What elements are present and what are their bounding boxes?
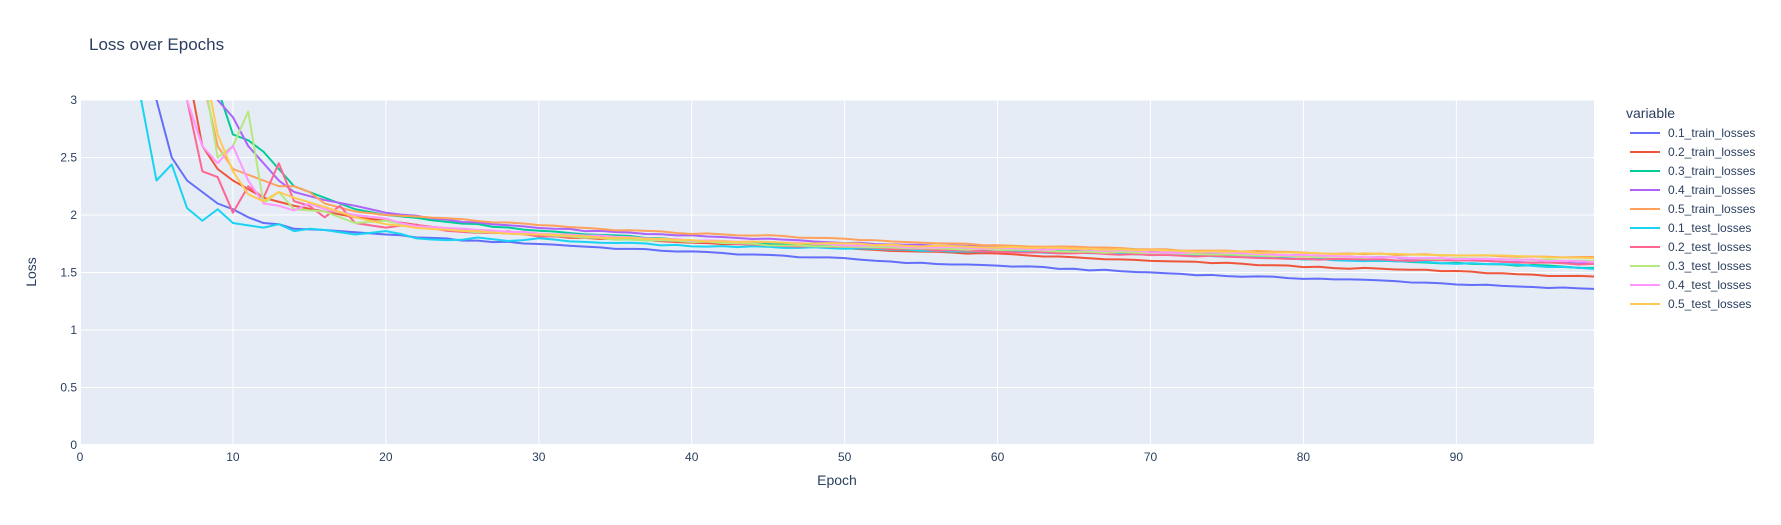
- legend-label: 0.4_train_losses: [1668, 183, 1755, 197]
- x-tick-label: 90: [1450, 450, 1464, 464]
- y-tick-label: 1.5: [60, 266, 77, 280]
- legend-label: 0.4_test_losses: [1668, 278, 1751, 292]
- legend-label: 0.5_train_losses: [1668, 202, 1755, 216]
- legend-label: 0.5_test_losses: [1668, 297, 1751, 311]
- legend-item-0-2-train-losses[interactable]: 0.2_train_losses: [1630, 145, 1755, 159]
- y-tick-label: 0: [70, 438, 77, 452]
- x-axis-title: Epoch: [817, 472, 857, 488]
- y-tick-label: 2.5: [60, 151, 77, 165]
- x-tick-label: 20: [379, 450, 393, 464]
- x-tick-label: 30: [532, 450, 546, 464]
- legend-label: 0.2_test_losses: [1668, 240, 1751, 254]
- legend-label: 0.1_train_losses: [1668, 126, 1755, 140]
- axis-ticks: 0 10 20 30 40 50 60 70 80 90 0 0.5 1 1.5 2 2.5 3: [60, 93, 1463, 464]
- y-tick-label: 1: [70, 323, 77, 337]
- legend-item-0-1-test-losses[interactable]: 0.1_test_losses: [1630, 221, 1751, 235]
- legend-item-0-2-test-losses[interactable]: 0.2_test_losses: [1630, 240, 1751, 254]
- legend-title: variable: [1626, 105, 1675, 121]
- legend-item-0-5-train-losses[interactable]: 0.5_train_losses: [1630, 202, 1755, 216]
- legend-item-0-4-train-losses[interactable]: 0.4_train_losses: [1630, 183, 1755, 197]
- legend-label: 0.1_test_losses: [1668, 221, 1751, 235]
- x-tick-label: 40: [685, 450, 699, 464]
- legend-label: 0.3_test_losses: [1668, 259, 1751, 273]
- y-tick-label: 0.5: [60, 381, 77, 395]
- legend-item-0-3-test-losses[interactable]: 0.3_test_losses: [1630, 259, 1751, 273]
- x-tick-label: 80: [1297, 450, 1311, 464]
- legend-item-0-1-train-losses[interactable]: 0.1_train_losses: [1630, 126, 1755, 140]
- x-tick-label: 10: [226, 450, 240, 464]
- y-axis-title: Loss: [23, 257, 39, 287]
- legend-item-0-5-test-losses[interactable]: 0.5_test_losses: [1630, 297, 1751, 311]
- x-tick-label: 50: [838, 450, 852, 464]
- y-tick-label: 3: [70, 93, 77, 107]
- legend-label: 0.2_train_losses: [1668, 145, 1755, 159]
- legend-item-0-3-train-losses[interactable]: 0.3_train_losses: [1630, 164, 1755, 178]
- series-lines: [140, 100, 1594, 290]
- chart-title: Loss over Epochs: [89, 35, 224, 54]
- legend: variable 0.1_train_losses 0.2_train_losse…: [1626, 105, 1755, 311]
- legend-label: 0.3_train_losses: [1668, 164, 1755, 178]
- x-tick-label: 0: [77, 450, 84, 464]
- legend-item-0-4-test-losses[interactable]: 0.4_test_losses: [1630, 278, 1751, 292]
- x-tick-label: 60: [991, 450, 1005, 464]
- x-tick-label: 70: [1144, 450, 1158, 464]
- gridlines: [79, 99, 1594, 446]
- series-line-0-1-test-losses: [140, 100, 1594, 271]
- series-line-0-4-test-losses: [186, 100, 1594, 264]
- series-line-0-5-test-losses: [210, 100, 1594, 260]
- y-tick-label: 2: [70, 208, 77, 222]
